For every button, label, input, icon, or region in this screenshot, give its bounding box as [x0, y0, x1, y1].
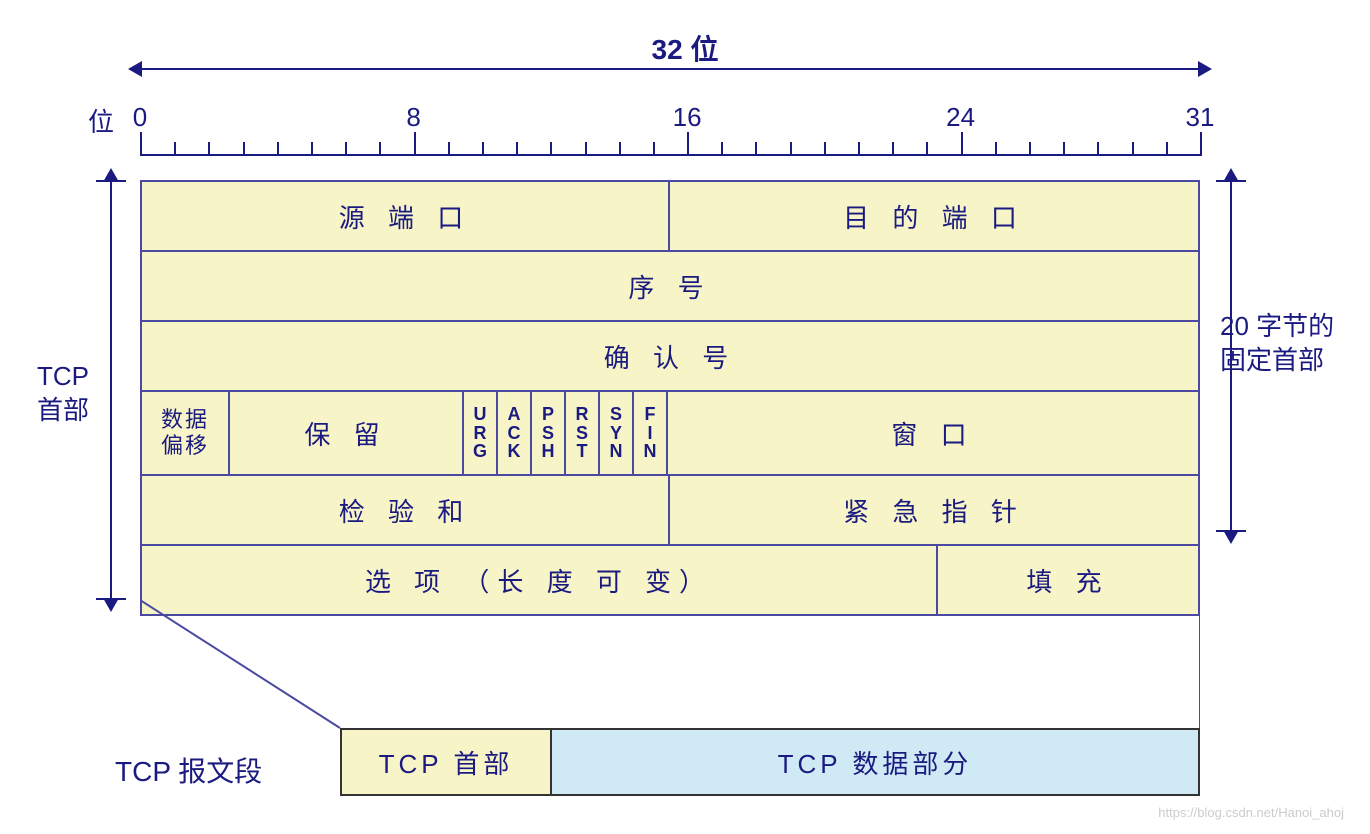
ruler-tick	[1132, 142, 1134, 156]
projection-lines	[140, 600, 1200, 730]
segment-data-part: TCP 数据部分	[552, 730, 1198, 794]
ruler-tick	[653, 142, 655, 156]
flag-fin: F I N	[634, 392, 668, 474]
ruler-tick	[687, 132, 689, 156]
ruler-tick	[414, 132, 416, 156]
width-arrow	[140, 68, 1200, 70]
ruler-tick	[926, 142, 928, 156]
ruler-tick	[790, 142, 792, 156]
table-row: 检 验 和 紧 急 指 针	[142, 474, 1198, 544]
ruler-tick	[858, 142, 860, 156]
ruler-tick	[995, 142, 997, 156]
ruler-tick	[311, 142, 313, 156]
flag-psh: P S H	[532, 392, 566, 474]
ruler-number: 8	[406, 102, 420, 133]
ruler-tick	[824, 142, 826, 156]
ruler-tick	[585, 142, 587, 156]
ruler-tick	[1029, 142, 1031, 156]
ruler-tick	[755, 142, 757, 156]
ruler-tick	[345, 142, 347, 156]
ruler-tick	[482, 142, 484, 156]
field-window: 窗 口	[668, 392, 1198, 474]
width-label: 32 位	[20, 28, 1350, 68]
flag-rst: R S T	[566, 392, 600, 474]
tcp-header-diagram: 32 位 位 0 8 16 24 31 TCP 首部 20 字节的 固定首部 源 端 口…	[20, 20, 1350, 814]
ruler-tick	[516, 142, 518, 156]
ruler-tick	[721, 142, 723, 156]
ruler-tick	[1200, 132, 1202, 156]
field-data-offset: 数据 偏移	[142, 392, 230, 474]
ruler-tick	[961, 132, 963, 156]
ruler-tick	[243, 142, 245, 156]
ruler-tick	[1063, 142, 1065, 156]
tcp-segment: TCP 首部 TCP 数据部分	[340, 728, 1200, 796]
ruler-tick	[1166, 142, 1168, 156]
field-urgent-ptr: 紧 急 指 针	[670, 476, 1198, 544]
ruler-tick	[174, 142, 176, 156]
ruler-tick	[379, 142, 381, 156]
ruler-number: 0	[133, 102, 147, 133]
ruler-number: 24	[946, 102, 975, 133]
tcp-header-side-label: TCP 首部	[28, 360, 98, 428]
field-checksum: 检 验 和	[142, 476, 670, 544]
tcp-header-table: 源 端 口 目 的 端 口 序 号 确 认 号 数据 偏移 保 留 U R G …	[140, 180, 1200, 616]
table-row: 序 号	[142, 250, 1198, 320]
bit-ruler: 08162431	[140, 102, 1200, 160]
flag-urg: U R G	[464, 392, 498, 474]
ruler-tick	[619, 142, 621, 156]
field-ack-number: 确 认 号	[142, 322, 1198, 390]
field-dest-port: 目 的 端 口	[670, 182, 1198, 250]
ruler-tick	[277, 142, 279, 156]
field-reserved: 保 留	[230, 392, 464, 474]
ruler-number: 31	[1186, 102, 1215, 133]
tcp-segment-label: TCP 报文段	[115, 750, 262, 790]
ruler-tick	[208, 142, 210, 156]
bit-axis-label: 位	[88, 102, 114, 139]
table-row: 源 端 口 目 的 端 口	[142, 182, 1198, 250]
ruler-tick	[1097, 142, 1099, 156]
flag-ack: A C K	[498, 392, 532, 474]
table-row: 数据 偏移 保 留 U R G A C K P S H R S T S Y N …	[142, 390, 1198, 474]
fixed-header-side-label: 20 字节的 固定首部	[1220, 310, 1350, 378]
left-dimension-arrow	[110, 180, 112, 600]
field-seq-number: 序 号	[142, 252, 1198, 320]
ruler-tick	[140, 132, 142, 156]
ruler-number: 16	[673, 102, 702, 133]
ruler-tick	[448, 142, 450, 156]
right-dimension-arrow	[1230, 180, 1232, 532]
ruler-tick	[892, 142, 894, 156]
ruler-tick	[550, 142, 552, 156]
field-source-port: 源 端 口	[142, 182, 670, 250]
segment-header-part: TCP 首部	[342, 730, 552, 794]
watermark: https://blog.csdn.net/Hanoi_ahoj	[1158, 805, 1344, 820]
table-row: 确 认 号	[142, 320, 1198, 390]
flag-syn: S Y N	[600, 392, 634, 474]
